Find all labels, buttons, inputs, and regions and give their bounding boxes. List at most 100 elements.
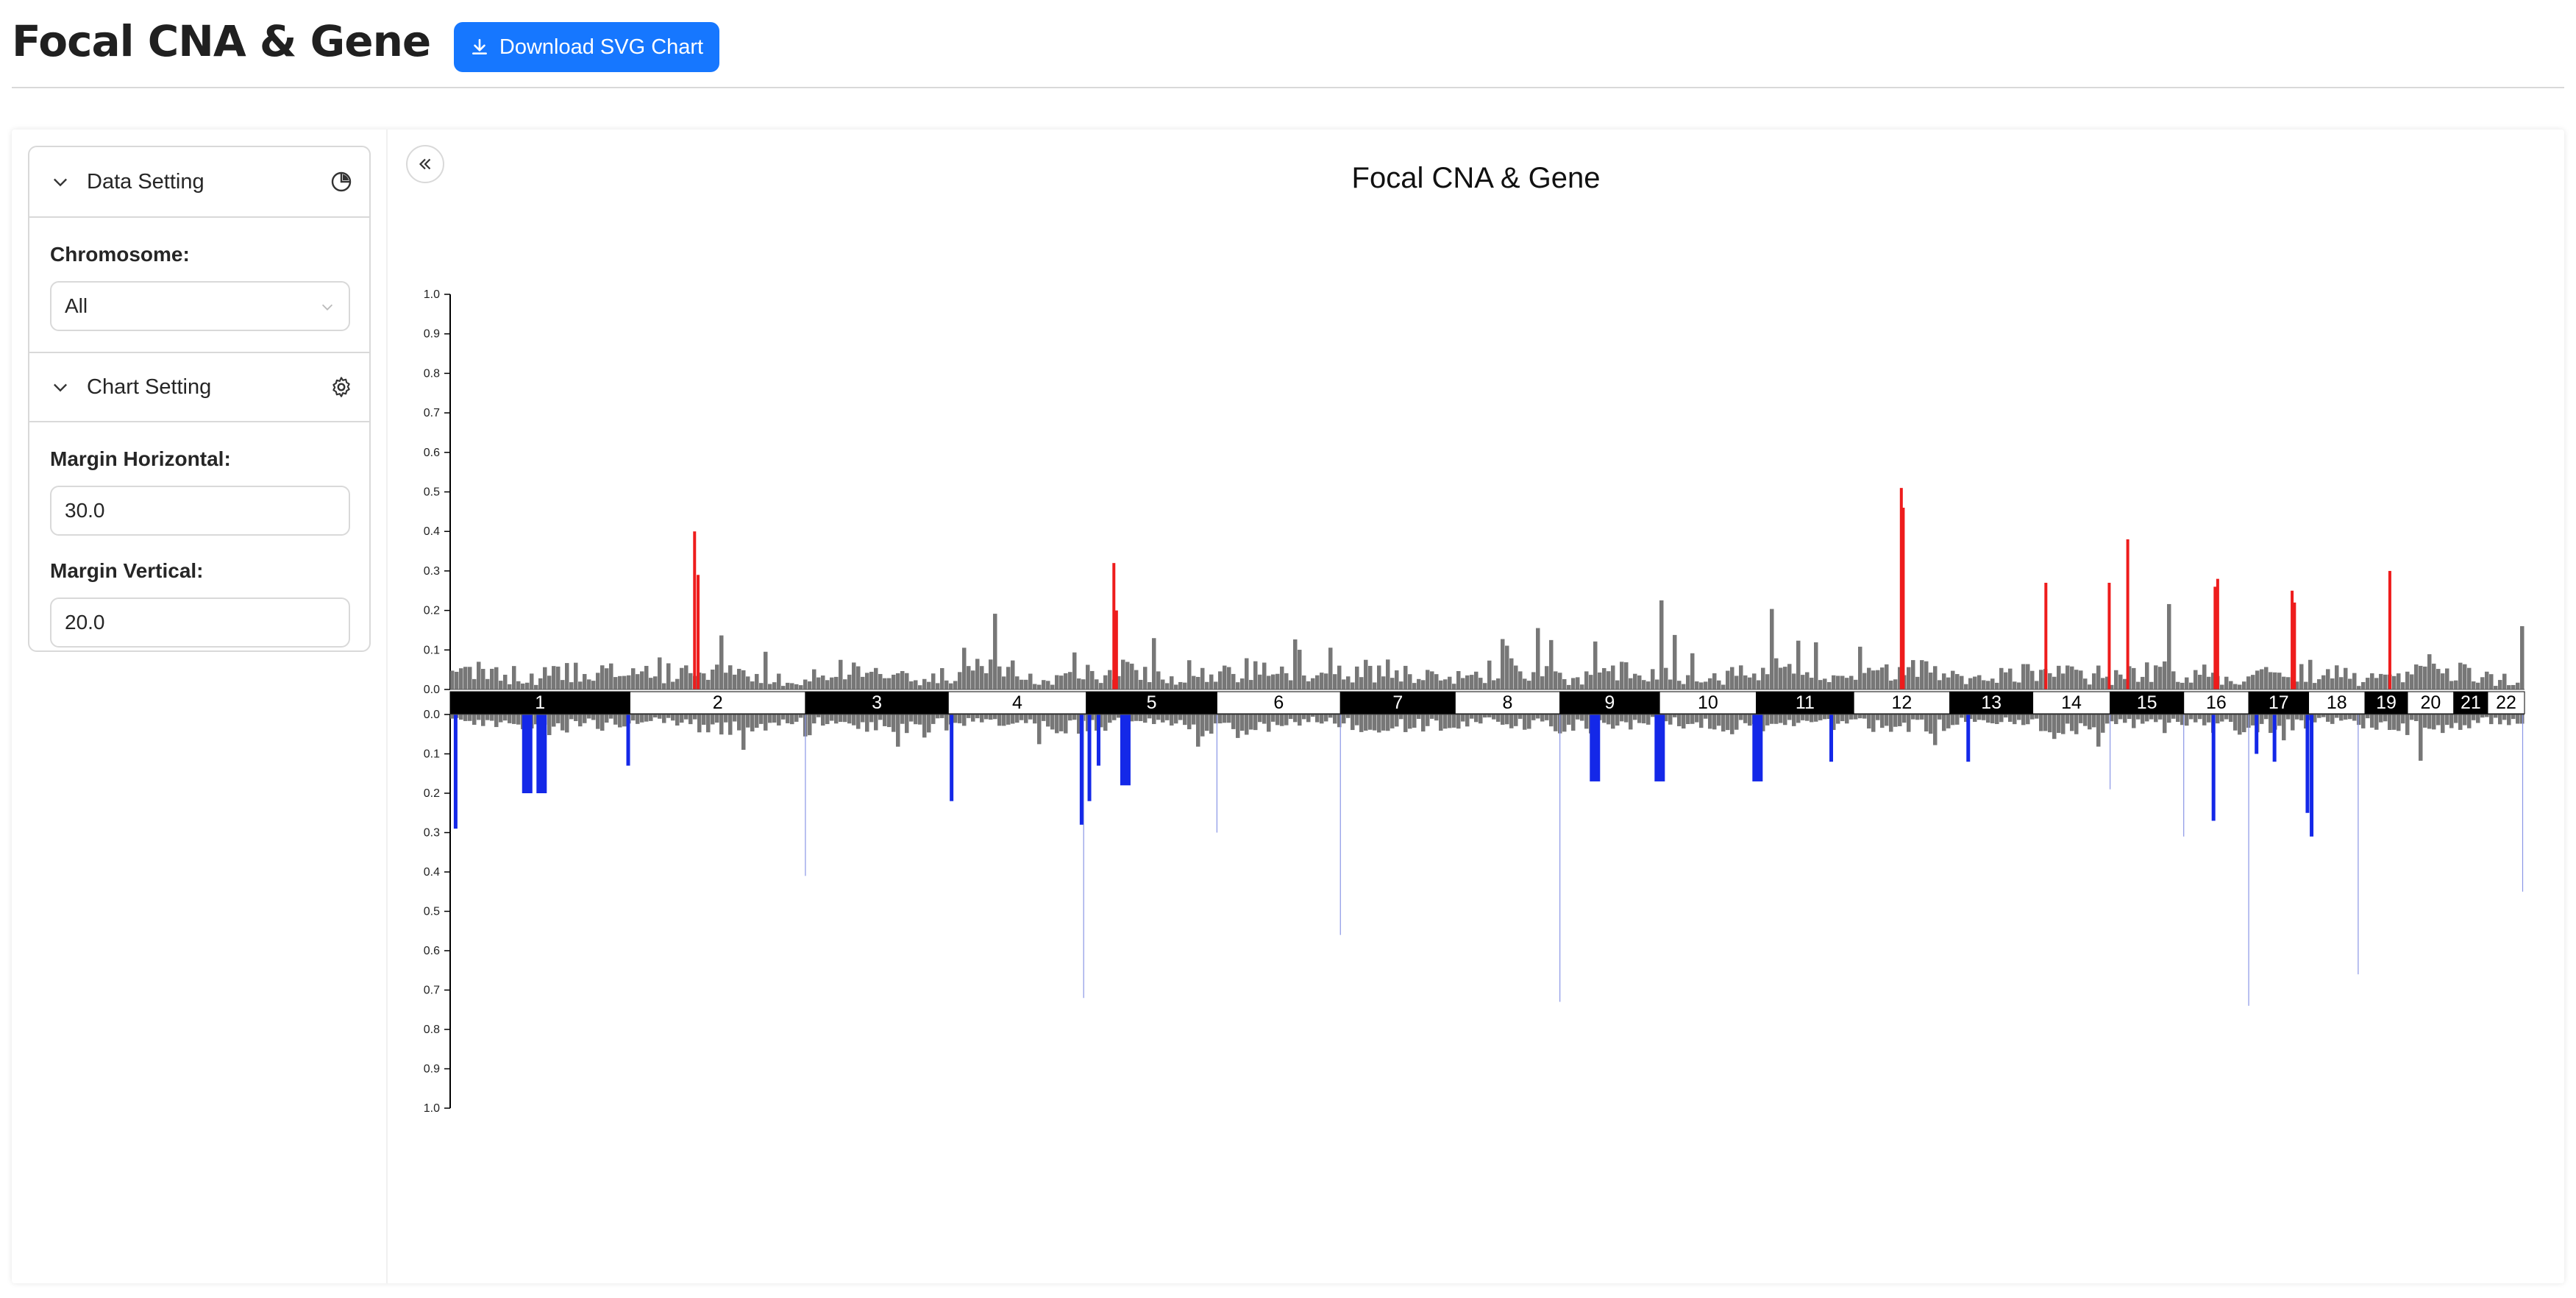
amp-background-bar bbox=[596, 673, 600, 689]
amp-background-bar bbox=[839, 659, 843, 689]
del-background-bar bbox=[1192, 714, 1196, 725]
amp-background-bar bbox=[2123, 678, 2127, 689]
chromosome-band bbox=[1756, 691, 1854, 714]
amp-background-bar bbox=[1796, 640, 1801, 689]
del-background-bar bbox=[2494, 714, 2498, 718]
amp-background-bar bbox=[1664, 667, 1668, 689]
del-background-bar bbox=[1275, 714, 1280, 726]
del-background-bar bbox=[2180, 714, 2185, 726]
amp-background-bar bbox=[1757, 680, 1761, 689]
del-background-bar bbox=[1072, 714, 1077, 720]
amp-background-bar bbox=[1501, 639, 1505, 689]
amp-background-bar bbox=[499, 681, 503, 689]
amp-background-bar bbox=[1390, 678, 1395, 689]
amp-background-bar bbox=[1249, 680, 1253, 689]
del-background-bar bbox=[2066, 714, 2070, 724]
amp-background-bar bbox=[622, 675, 627, 689]
amp-background-bar bbox=[455, 671, 459, 689]
amp-background-bar bbox=[1218, 671, 1223, 689]
del-background-bar bbox=[1108, 714, 1112, 723]
del-background-bar bbox=[1646, 714, 1651, 725]
del-background-bar bbox=[1699, 714, 1704, 728]
del-background-bar bbox=[971, 714, 975, 722]
chromosome-label: 13 bbox=[1981, 692, 2002, 713]
deletion-peak-bar bbox=[522, 714, 533, 793]
amp-background-bar bbox=[2313, 683, 2317, 689]
del-background-bar bbox=[2401, 714, 2405, 724]
amp-background-bar bbox=[1832, 675, 1836, 689]
del-background-bar bbox=[1492, 714, 1496, 720]
amp-background-bar bbox=[2317, 679, 2321, 689]
del-background-bar bbox=[1240, 714, 1245, 731]
del-background-bar bbox=[781, 714, 786, 720]
amp-background-bar bbox=[1651, 669, 1655, 689]
del-y-tick-label: 0.3 bbox=[424, 827, 440, 840]
amp-background-bar bbox=[1845, 678, 1849, 689]
amplification-peak-bar bbox=[1899, 488, 1903, 689]
del-background-bar bbox=[1205, 714, 1209, 731]
amp-background-bar bbox=[2507, 685, 2511, 689]
del-background-bar bbox=[1977, 714, 1982, 720]
chromosome-label: 1 bbox=[535, 692, 545, 713]
del-background-bar bbox=[1050, 714, 1055, 730]
collapse-sidebar-button[interactable] bbox=[406, 145, 444, 183]
amp-background-bar bbox=[2370, 673, 2374, 689]
amp-background-bar bbox=[786, 682, 790, 689]
amp-background-bar bbox=[2154, 665, 2158, 689]
amp-background-bar bbox=[2485, 671, 2489, 689]
amp-background-bar bbox=[680, 667, 684, 689]
amp-background-bar bbox=[1960, 675, 1964, 689]
amp-y-tick-label: 0.4 bbox=[424, 525, 440, 538]
amp-background-bar bbox=[892, 674, 896, 689]
amplification-peak-bar bbox=[2291, 590, 2294, 689]
del-background-bar bbox=[856, 714, 861, 729]
data-setting-header[interactable]: Data Setting bbox=[29, 147, 369, 218]
chart-setting-header[interactable]: Chart Setting bbox=[29, 352, 369, 422]
amp-background-bar bbox=[1708, 678, 1712, 689]
chromosome-select[interactable]: All bbox=[50, 281, 350, 331]
amp-background-bar bbox=[1121, 659, 1125, 689]
amp-background-bar bbox=[1346, 676, 1351, 689]
amp-background-bar bbox=[1982, 680, 1986, 689]
del-background-bar bbox=[1902, 714, 1907, 723]
del-background-bar bbox=[1426, 714, 1430, 726]
amp-background-bar bbox=[2030, 670, 2035, 689]
amp-background-bar bbox=[2074, 670, 2079, 689]
amp-background-bar bbox=[2427, 654, 2432, 689]
del-background-bar bbox=[2083, 714, 2088, 726]
amp-background-bar bbox=[1161, 679, 1165, 689]
margin-horizontal-input[interactable] bbox=[50, 486, 350, 536]
amp-background-bar bbox=[2348, 678, 2352, 689]
del-background-bar bbox=[2472, 714, 2476, 720]
amp-background-bar bbox=[1704, 681, 1708, 689]
amp-background-bar bbox=[2436, 669, 2441, 689]
del-background-bar bbox=[613, 714, 618, 725]
amp-background-bar bbox=[1187, 660, 1192, 689]
amp-background-bar bbox=[2167, 603, 2171, 689]
amp-background-bar bbox=[1871, 670, 1876, 689]
del-background-bar bbox=[1377, 714, 1381, 733]
del-background-bar bbox=[1284, 714, 1289, 726]
amp-background-bar bbox=[962, 648, 967, 689]
del-background-bar bbox=[1836, 714, 1840, 724]
deletion-peak-bar bbox=[1752, 714, 1763, 781]
download-svg-button[interactable]: Download SVG Chart bbox=[454, 22, 719, 72]
amp-background-bar bbox=[865, 673, 869, 689]
del-background-bar bbox=[2498, 714, 2502, 725]
amp-background-bar bbox=[2101, 678, 2105, 689]
amp-background-bar bbox=[1690, 653, 1695, 689]
amp-background-bar bbox=[825, 680, 830, 689]
amp-background-bar bbox=[1615, 680, 1620, 689]
del-background-bar bbox=[2330, 714, 2335, 724]
del-background-bar bbox=[662, 714, 666, 723]
del-background-bar bbox=[636, 714, 640, 724]
margin-vertical-input[interactable] bbox=[50, 597, 350, 648]
amp-background-bar bbox=[1046, 681, 1050, 689]
chromosome-band bbox=[1659, 691, 1757, 714]
amp-background-bar bbox=[1739, 665, 1743, 689]
amp-background-bar bbox=[2463, 664, 2467, 689]
del-background-bar bbox=[1787, 714, 1792, 720]
header-divider bbox=[12, 87, 2564, 88]
amp-background-bar bbox=[459, 668, 463, 689]
amp-background-bar bbox=[1214, 681, 1218, 689]
